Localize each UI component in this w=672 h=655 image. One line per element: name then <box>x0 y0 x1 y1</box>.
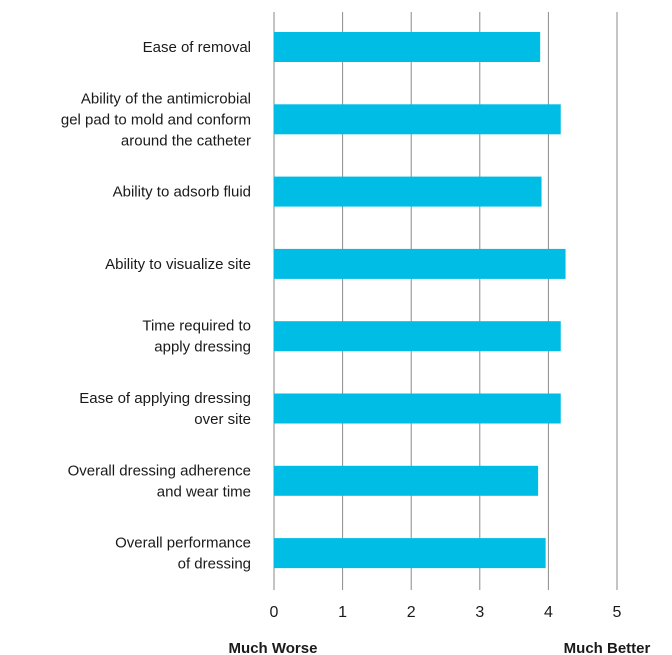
category-label-7: Overall dressing adherence and wear time <box>68 462 251 500</box>
x-axis-tick-labels: 0 1 2 3 4 5 <box>270 604 622 621</box>
x-tick-label-0: 0 <box>270 604 279 621</box>
bar-3 <box>274 176 542 207</box>
category-label-5: Time required to apply dressing <box>142 318 251 356</box>
category-label-4: Ability to visualize site <box>105 256 251 273</box>
scale-anchor-high: Much Better <box>564 640 651 655</box>
category-label-line: apply dressing <box>154 339 251 356</box>
scale-anchor-low: Much Worse <box>229 640 318 655</box>
x-tick-label-2: 2 <box>407 604 416 621</box>
bar-4 <box>274 248 566 279</box>
bar-1 <box>274 32 541 62</box>
category-label-line: Time required to <box>142 318 251 335</box>
gridlines <box>273 12 618 590</box>
category-label-line: of dressing <box>178 556 251 573</box>
category-label-line: Ability to adsorb fluid <box>113 184 251 201</box>
category-label-1: Ease of removal <box>143 39 251 56</box>
bar-5 <box>274 321 561 352</box>
category-label-line: Overall dressing adherence <box>68 462 251 479</box>
category-label-line: around the catheter <box>121 132 251 149</box>
category-label-line: Ease of applying dressing <box>79 390 251 407</box>
category-label-2: Ability of the antimicrobial gel pad to m… <box>61 90 251 149</box>
bar-2 <box>274 104 561 135</box>
x-tick-label-5: 5 <box>613 604 622 621</box>
bars <box>274 32 566 569</box>
category-label-line: gel pad to mold and conform <box>61 111 251 128</box>
category-label-3: Ability to adsorb fluid <box>113 184 251 201</box>
bar-7 <box>274 465 539 496</box>
bar-8 <box>274 538 546 569</box>
x-tick-label-1: 1 <box>338 604 347 621</box>
category-label-8: Overall performance of dressing <box>115 535 251 573</box>
category-label-line: Ability of the antimicrobial <box>81 90 251 107</box>
category-labels: Ease of removal Ability of the antimicrob… <box>61 39 251 573</box>
category-label-line: Ease of removal <box>143 39 251 56</box>
category-label-line: and wear time <box>157 483 251 500</box>
category-label-line: over site <box>194 411 251 428</box>
category-label-line: Ability to visualize site <box>105 256 251 273</box>
bar-6 <box>274 393 561 424</box>
category-label-6: Ease of applying dressing over site <box>79 390 251 428</box>
x-tick-label-3: 3 <box>475 604 484 621</box>
x-tick-label-4: 4 <box>544 604 553 621</box>
category-label-line: Overall performance <box>115 535 251 552</box>
